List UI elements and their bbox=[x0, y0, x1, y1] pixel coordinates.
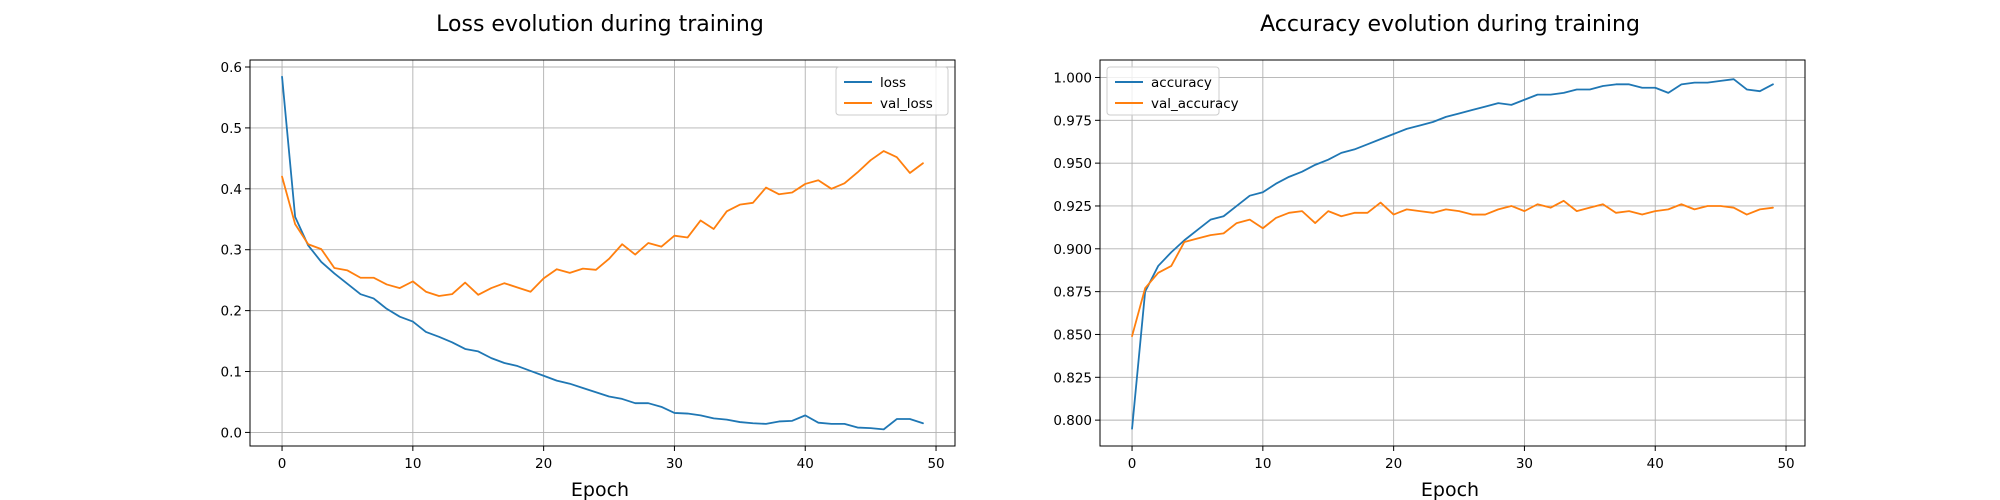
accuracy-y-tick-label: 0.875 bbox=[1053, 285, 1092, 301]
accuracy-y-tick-label: 0.975 bbox=[1053, 113, 1092, 129]
loss-y-tick-label: 0.6 bbox=[221, 60, 242, 76]
loss-axis-ticks: 0 10 20 30 40 50 0.0 0.1 0.2 0.3 0.4 0.5 0.6 bbox=[221, 60, 945, 472]
loss-line bbox=[281, 75, 924, 431]
accuracy-y-tick-label: 0.900 bbox=[1053, 242, 1092, 258]
accuracy-x-tick-label: 40 bbox=[1647, 456, 1664, 472]
accuracy-x-tick-label: 30 bbox=[1516, 456, 1533, 472]
accuracy-y-tick-label: 1.000 bbox=[1053, 70, 1092, 86]
loss-y-tick-label: 0.4 bbox=[221, 182, 242, 198]
accuracy-legend: accuracy val_accuracy bbox=[1106, 66, 1239, 116]
accuracy-y-tick-label: 0.800 bbox=[1053, 413, 1092, 429]
loss-y-tick-label: 0.3 bbox=[221, 243, 242, 259]
val-accuracy-legend-label: val_accuracy bbox=[1151, 96, 1239, 112]
accuracy-chart: Accuracy evolution during training 0 10 20… bbox=[1053, 12, 1806, 500]
loss-x-tick-label: 50 bbox=[927, 456, 944, 472]
loss-legend-label: loss bbox=[880, 75, 906, 91]
loss-y-tick-label: 0.5 bbox=[221, 121, 242, 137]
accuracy-grid bbox=[1100, 60, 1805, 446]
loss-plot-area bbox=[250, 60, 955, 446]
loss-grid bbox=[250, 60, 955, 446]
accuracy-x-tick-label: 20 bbox=[1385, 456, 1402, 472]
accuracy-plot-area bbox=[1100, 60, 1805, 446]
val-loss-legend-label: val_loss bbox=[880, 96, 933, 112]
accuracy-x-tick-label: 50 bbox=[1777, 456, 1794, 472]
accuracy-series-lines bbox=[1131, 78, 1774, 430]
loss-y-tick-label: 0.0 bbox=[221, 425, 242, 441]
loss-x-tick-label: 20 bbox=[535, 456, 552, 472]
accuracy-legend-label: accuracy bbox=[1151, 75, 1212, 91]
loss-legend: loss val_loss bbox=[835, 66, 949, 116]
accuracy-axis-ticks: 0 10 20 30 40 50 0.800 0.825 0.850 0.875 0.900 0.92… bbox=[1053, 70, 1794, 472]
accuracy-line bbox=[1131, 78, 1774, 430]
accuracy-x-tick-label: 0 bbox=[1128, 456, 1137, 472]
loss-x-tick-label: 40 bbox=[797, 456, 814, 472]
accuracy-x-axis-label: Epoch bbox=[1421, 479, 1479, 500]
accuracy-y-tick-label: 0.950 bbox=[1053, 156, 1092, 172]
accuracy-chart-title: Accuracy evolution during training bbox=[1260, 12, 1640, 37]
loss-x-tick-label: 10 bbox=[404, 456, 421, 472]
loss-y-tick-label: 0.2 bbox=[221, 304, 242, 320]
accuracy-x-tick-label: 10 bbox=[1254, 456, 1271, 472]
loss-chart: Loss evolution during training 0 10 20 30 40… bbox=[221, 12, 956, 500]
loss-chart-title: Loss evolution during training bbox=[436, 12, 764, 37]
loss-x-axis-label: Epoch bbox=[571, 479, 629, 500]
loss-y-tick-label: 0.1 bbox=[221, 365, 242, 381]
accuracy-y-tick-label: 0.925 bbox=[1053, 199, 1092, 215]
accuracy-plot-frame bbox=[1099, 59, 1806, 447]
val-loss-line bbox=[281, 150, 924, 297]
loss-x-tick-label: 0 bbox=[278, 456, 287, 472]
accuracy-y-tick-label: 0.825 bbox=[1053, 370, 1092, 386]
loss-plot-frame bbox=[249, 59, 956, 447]
loss-x-tick-label: 30 bbox=[666, 456, 683, 472]
loss-series-lines bbox=[281, 75, 924, 431]
val-accuracy-line bbox=[1131, 199, 1774, 338]
accuracy-y-tick-label: 0.850 bbox=[1053, 327, 1092, 343]
